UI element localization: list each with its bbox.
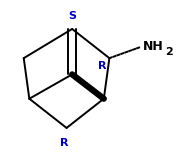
Text: S: S (68, 11, 76, 21)
Text: R: R (98, 61, 107, 71)
Text: NH: NH (143, 40, 164, 53)
Text: R: R (60, 138, 69, 148)
Text: 2: 2 (165, 47, 173, 57)
